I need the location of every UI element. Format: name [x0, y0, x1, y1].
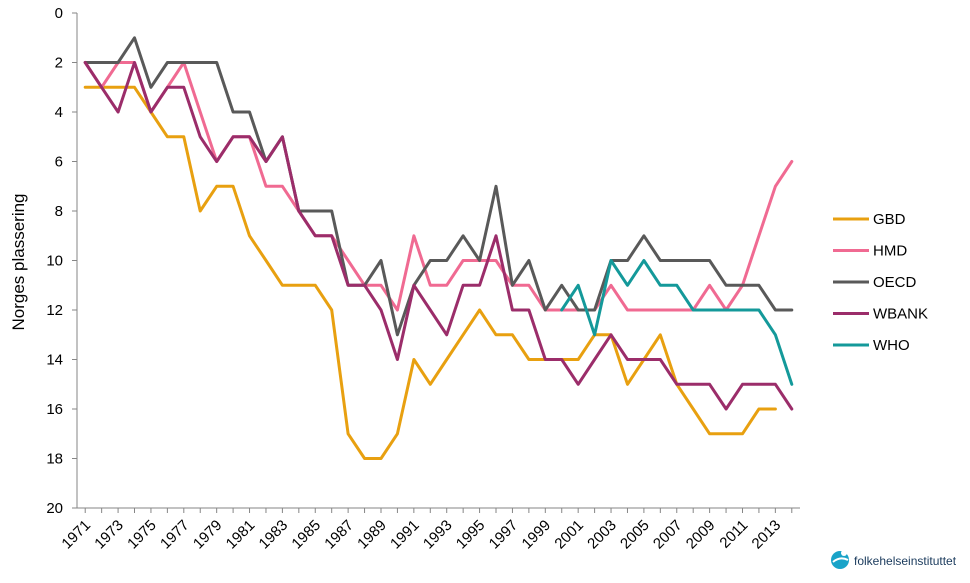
legend-label-wbank: WBANK [873, 306, 928, 323]
x-tick-label: 2007 [650, 517, 686, 553]
series-line-wbank [83, 61, 794, 411]
x-tick-label: 1973 [91, 517, 127, 553]
x-tick-label: 1995 [453, 517, 489, 553]
y-tick-label: 10 [46, 253, 63, 270]
x-tick-label: 1991 [387, 517, 423, 553]
x-tick-label: 1987 [321, 517, 357, 553]
y-tick-label: 14 [46, 352, 63, 369]
y-tick-label: 18 [46, 451, 63, 468]
x-tick-label: 1971 [58, 517, 94, 553]
legend-label-gbd: GBD [873, 211, 906, 228]
x-tick-label: 2009 [683, 517, 719, 553]
y-tick-label: 12 [46, 302, 63, 319]
x-tick-label: 2001 [551, 517, 587, 553]
x-tick-label: 1989 [354, 517, 390, 553]
y-axis-label: Norges plassering [9, 193, 28, 330]
x-tick-label: 2005 [617, 517, 653, 553]
x-tick-label: 2003 [584, 517, 620, 553]
x-tick-label: 1997 [486, 517, 522, 553]
x-tick-label: 1993 [420, 517, 456, 553]
y-tick-label: 16 [46, 401, 63, 418]
series-line-oecd [83, 36, 794, 337]
x-tick-label: 1983 [256, 517, 292, 553]
legend: GBD HMD OECD WBANK WHO [833, 211, 928, 354]
y-tick-label: 4 [55, 104, 63, 121]
logo: folkehelseinstituttet [831, 550, 957, 569]
logo-mark-icon [831, 550, 849, 569]
legend-label-oecd: OECD [873, 274, 917, 291]
series-line-who [560, 259, 794, 386]
series-group [83, 36, 794, 460]
y-tick-label: 0 [55, 5, 63, 22]
x-tick-label: 2013 [749, 517, 785, 553]
y-tick-label: 20 [46, 500, 63, 517]
y-tick-label: 2 [55, 55, 63, 72]
x-tick-label: 1999 [519, 517, 555, 553]
y-axis: 0 2 4 6 8 10 12 14 16 18 20 [46, 5, 77, 517]
x-tick-label: 1979 [190, 517, 226, 553]
series-line-gbd [83, 85, 777, 460]
logo-text: folkehelseinstituttet [854, 554, 957, 568]
series-line-hmd [83, 61, 794, 312]
y-tick-label: 6 [55, 154, 63, 171]
legend-label-who: WHO [873, 337, 910, 354]
x-tick-label: 2011 [716, 517, 751, 552]
x-tick-label: 1981 [223, 517, 259, 553]
legend-label-hmd: HMD [873, 243, 907, 260]
y-tick-label: 8 [55, 203, 63, 220]
x-axis: 1971197319751977197919811983198519871989… [58, 508, 793, 553]
x-tick-label: 1985 [288, 517, 324, 553]
x-tick-label: 1975 [124, 517, 160, 553]
x-tick-label: 1977 [157, 517, 193, 553]
